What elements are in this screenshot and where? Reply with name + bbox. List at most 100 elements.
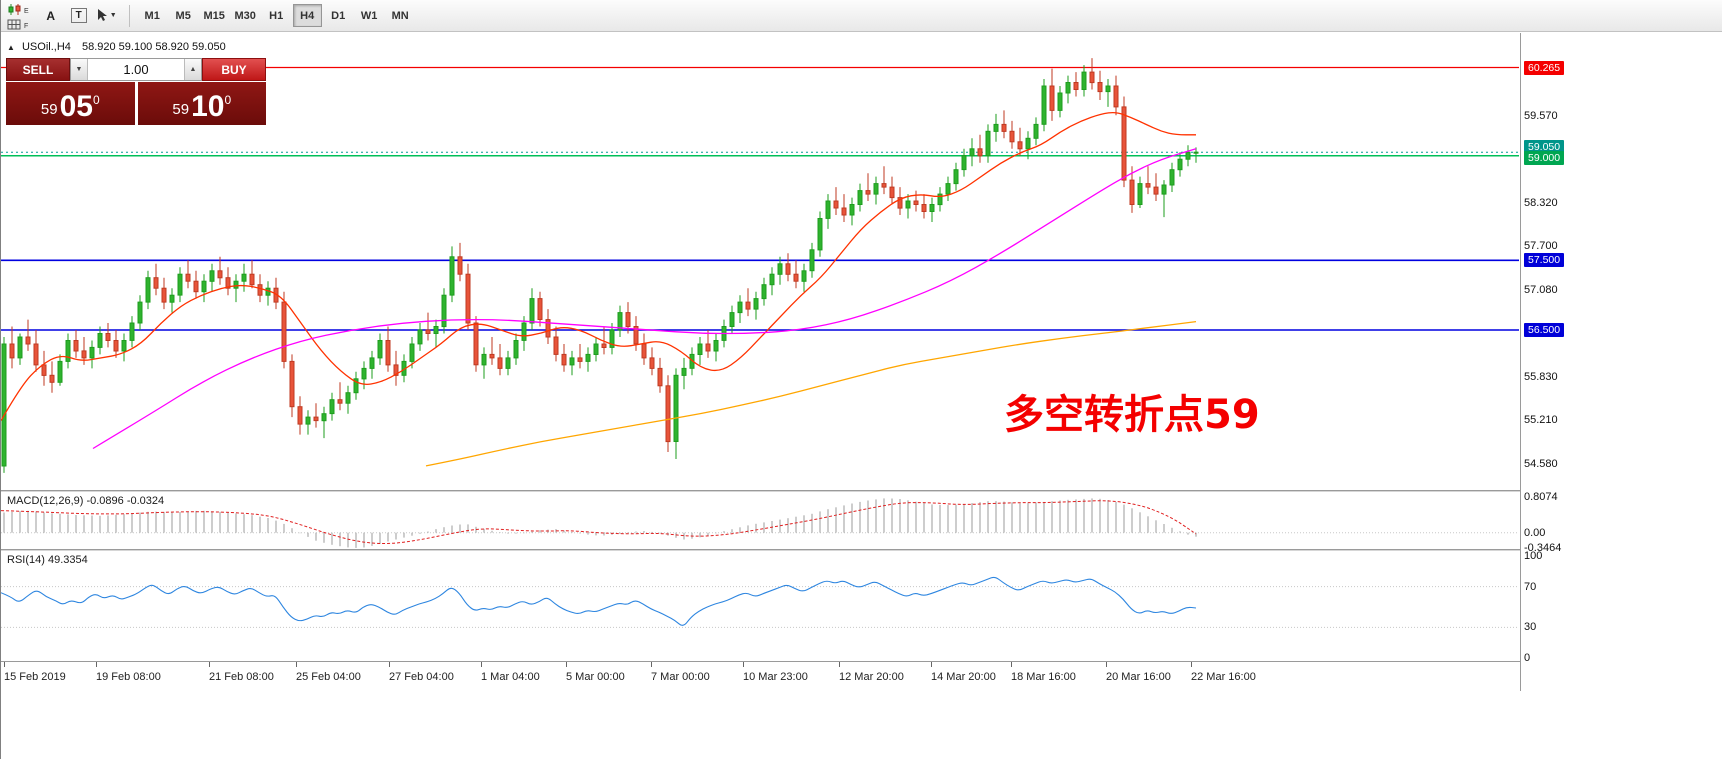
time-axis-label: 27 Feb 04:00: [389, 671, 454, 683]
buy-price-whole: 59: [172, 101, 190, 118]
sell-price-display[interactable]: 59 05 0: [6, 82, 135, 125]
macd-signal-line: [1, 500, 1197, 545]
timeframe-button-m5[interactable]: M5: [175, 9, 191, 22]
buy-price-pips: 10: [191, 90, 225, 123]
price-scale-label: 58.320: [1524, 197, 1558, 210]
time-axis-label: 18 Mar 16:00: [1011, 671, 1076, 683]
symbol-label: USOil.,H4: [21, 41, 71, 53]
time-axis-label: 1 Mar 04:00: [481, 671, 540, 683]
textbox-tool[interactable]: T: [67, 4, 91, 28]
rsi-line: [1, 576, 1197, 626]
textbox-icon: T: [70, 8, 87, 23]
timeframe-button-d1[interactable]: D1: [331, 9, 346, 22]
price-chart-svg[interactable]: [1, 33, 1519, 490]
candles-layer: [1, 58, 1199, 473]
volume-control: ▼ 1.00 ▲: [70, 58, 202, 81]
macd-svg: [1, 498, 1519, 548]
candlestick-icon: [8, 3, 21, 15]
price-scale-label: 0.8074: [1524, 491, 1558, 503]
time-axis-label: 21 Feb 08:00: [209, 671, 274, 683]
time-axis-tick: [1011, 662, 1012, 667]
time-axis-label: 19 Feb 08:00: [96, 671, 161, 683]
rsi-indicator-label: RSI(14) 49.3354: [7, 554, 88, 566]
time-axis-tick: [296, 662, 297, 667]
one-click-trade-panel: SELL ▼ 1.00 ▲ BUY 59 05 0 59 10 0: [6, 58, 266, 125]
price-scale-label: 59.570: [1524, 110, 1558, 122]
candlestick-template-icon[interactable]: E: [7, 2, 29, 15]
sell-button[interactable]: SELL: [6, 58, 70, 81]
sell-price-pips: 05: [59, 90, 93, 123]
icon-sub-label: F: [24, 22, 29, 30]
time-axis-tick: [209, 662, 210, 667]
time-axis-tick: [481, 662, 482, 667]
price-scale-label: 57.080: [1524, 283, 1558, 296]
grid-icon: [7, 19, 21, 29]
price-badge: 57.500: [1524, 253, 1565, 268]
time-axis[interactable]: 15 Feb 2019 19 Feb 08:00 21 Feb 08:00 25 Fe…: [1, 661, 1722, 692]
buy-price-display[interactable]: 59 10 0: [137, 82, 266, 125]
price-scale-label: 30: [1524, 621, 1537, 634]
time-axis-tick: [743, 662, 744, 667]
price-scale-label: 55.210: [1524, 413, 1558, 426]
rsi-pane[interactable]: RSI(14) 49.3354: [1, 551, 1519, 660]
buy-button[interactable]: BUY: [202, 58, 266, 81]
timeframe-button-m15[interactable]: M15: [203, 9, 225, 22]
pane-divider[interactable]: [1, 549, 1722, 551]
time-axis-label: 14 Mar 20:00: [931, 671, 996, 683]
ma-mid-line: [92, 148, 1197, 450]
price-badge: 60.265: [1524, 60, 1565, 75]
price-scale[interactable]: 59.570 58.320 57.700 57.080 55.830 55.210 54.5…: [1520, 33, 1722, 691]
chart-header: ▲ USOil.,H4 58.920 59.100 58.920 59.050: [7, 41, 226, 53]
ma-slow-line: [425, 320, 1197, 467]
timeframe-button-w1[interactable]: W1: [360, 9, 378, 22]
sell-price-point: 0: [92, 93, 100, 107]
cursor-tool[interactable]: ▼: [95, 4, 119, 28]
timeframe-button-m30[interactable]: M30: [234, 9, 256, 22]
volume-increase-icon[interactable]: ▲: [184, 59, 201, 80]
timeframe-button-h1[interactable]: H1: [269, 9, 284, 22]
chart-template-icons: E F: [7, 2, 29, 30]
grid-template-icon[interactable]: F: [7, 17, 29, 30]
price-scale-label: -0.3464: [1524, 542, 1562, 554]
price-badge: 56.500: [1524, 323, 1565, 337]
ohlc-values: 58.920 59.100 58.920 59.050: [81, 41, 226, 53]
timeframe-button-h4[interactable]: H4: [292, 4, 322, 27]
time-axis-label: 7 Mar 00:00: [651, 671, 710, 683]
pane-divider[interactable]: [1, 490, 1722, 492]
cursor-arrow-icon: [97, 9, 107, 21]
toolbar: E F A T ▼ M1 M5 M15 M30 H1 H4 D1 W1 MN: [1, 0, 1722, 32]
macd-pane[interactable]: MACD(12,26,9) -0.0896 -0.0324: [1, 492, 1519, 549]
main-chart-pane[interactable]: ▲ USOil.,H4 58.920 59.100 58.920 59.050 …: [1, 33, 1519, 490]
time-axis-label: 25 Feb 04:00: [296, 671, 361, 683]
price-scale-label: 70: [1524, 580, 1537, 593]
price-badge: 59.000: [1524, 150, 1565, 165]
time-axis-label: 20 Mar 16:00: [1106, 671, 1171, 683]
collapse-trade-panel-icon[interactable]: ▲: [7, 43, 15, 52]
volume-decrease-icon[interactable]: ▼: [71, 59, 88, 80]
time-axis-label: 15 Feb 2019: [4, 671, 66, 683]
price-scale-label: 0.00: [1524, 526, 1546, 539]
timeframe-button-m1[interactable]: M1: [144, 9, 160, 22]
sell-price-whole: 59: [40, 101, 58, 118]
chart-text-annotation[interactable]: 多空转折点59: [1004, 392, 1260, 438]
time-axis-tick: [1106, 662, 1107, 667]
icon-sub-label: E: [24, 7, 29, 15]
text-annotation-tool[interactable]: A: [46, 8, 55, 23]
time-axis-tick: [96, 662, 97, 667]
volume-input[interactable]: 1.00: [123, 62, 149, 77]
dropdown-caret-icon: ▼: [109, 12, 117, 19]
time-axis-label: 5 Mar 00:00: [566, 671, 625, 683]
macd-histogram: [3, 498, 1197, 548]
timeframe-button-mn[interactable]: MN: [391, 9, 409, 22]
price-scale-label: 57.700: [1524, 240, 1558, 253]
time-axis-tick: [1191, 662, 1192, 667]
time-axis-tick: [4, 662, 5, 667]
time-axis-tick: [389, 662, 390, 667]
time-axis-tick: [651, 662, 652, 667]
time-axis-tick: [839, 662, 840, 667]
timeframe-toolbar: M1 M5 M15 M30 H1 H4 D1 W1 MN: [138, 4, 417, 27]
time-axis-label: 22 Mar 16:00: [1191, 671, 1256, 683]
time-axis-tick: [566, 662, 567, 667]
price-scale-label: 0: [1524, 652, 1531, 664]
